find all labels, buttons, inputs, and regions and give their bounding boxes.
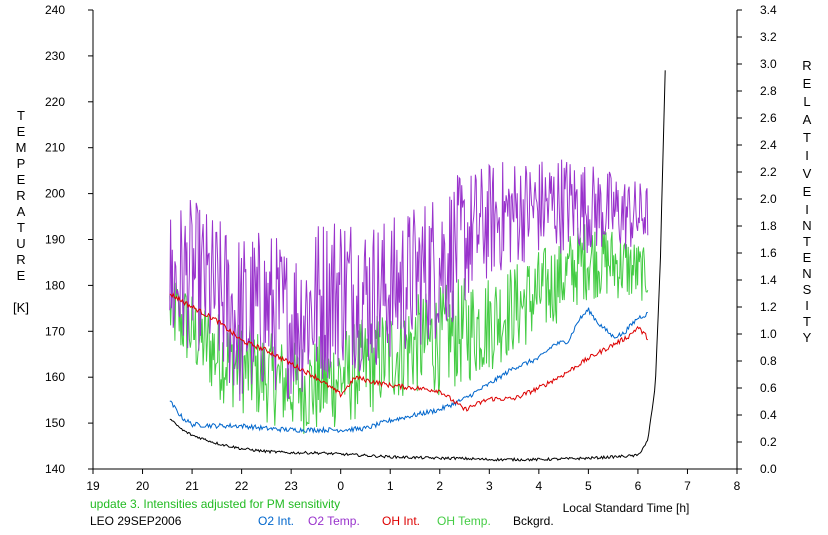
series-line-bckgrd [169,70,666,462]
x-tick-label: 20 [136,479,150,493]
right-axis-label-letter: T [803,234,811,249]
series-lines [169,70,666,462]
right-y-tick-label: 1.2 [760,300,777,314]
right-axis-label-letter: I [805,298,809,313]
x-tick-label: 21 [185,479,199,493]
left-y-tick-label: 160 [45,370,65,384]
x-tick-label: 5 [585,479,592,493]
left-axis-unit: [K] [13,300,29,315]
right-y-tick-label: 0.6 [760,381,777,395]
right-axis-label-letter: L [803,94,810,109]
left-axis-label-letter: T [17,108,25,123]
right-axis-label-letter: S [803,282,812,297]
left-axis-label-letter: E [17,124,26,139]
right-y-tick-label: 3.4 [760,3,777,17]
legend-entry: Bckgrd. [513,514,554,528]
right-y-tick-label: 0.2 [760,435,777,449]
left-axis-label-letter: E [17,172,26,187]
legend-entry: OH Int. [382,514,420,528]
right-axis-label-letter: V [803,166,812,181]
legend-entry: O2 Temp. [308,514,360,528]
x-tick-label: 4 [536,479,543,493]
x-tick-label: 19 [86,479,100,493]
left-y-tick-label: 210 [45,141,65,155]
left-y-axis-ticks: 140 150 160 170 180 190 200 210 220 230 240 [45,3,93,476]
left-axis-label-letter: R [16,252,25,267]
x-axis-label: Local Standard Time [h] [563,501,690,515]
x-tick-label: 23 [284,479,298,493]
right-axis-label-letter: T [803,130,811,145]
annotation-text: update 3. Intensities adjusted for PM se… [90,497,340,511]
right-y-tick-label: 1.8 [760,219,777,233]
right-axis-label-letter: I [805,148,809,163]
right-axis-label-letter: N [802,218,811,233]
left-y-tick-label: 140 [45,462,65,476]
left-y-tick-label: 230 [45,49,65,63]
right-y-tick-label: 2.8 [760,84,777,98]
right-y-tick-label: 2.6 [760,111,777,125]
right-y-tick-label: 0.0 [760,462,777,476]
right-y-tick-label: 1.6 [760,246,777,260]
series-line-oh-int [169,292,649,412]
legend-entry: OH Temp. [437,514,491,528]
left-axis-label-letter: R [16,188,25,203]
x-tick-label: 3 [486,479,493,493]
left-axis-label-letter: P [17,156,26,171]
left-axis-label-letter: M [16,140,27,155]
right-axis-label-letter: I [805,202,809,217]
left-y-tick-label: 200 [45,187,65,201]
left-axis-label-letter: E [17,268,26,283]
x-tick-label: 8 [734,479,741,493]
right-y-tick-label: 3.0 [760,57,777,71]
left-axis-label-letter: T [17,220,25,235]
right-y-axis-ticks: 0.0 0.2 0.4 0.6 0.8 1.0 1.2 1.4 1.6 1.8 2.0 2.2 2.4 2… [737,3,777,476]
series-line-o2-int [169,307,648,434]
right-axis-label-letter: E [803,250,812,265]
right-y-tick-label: 1.4 [760,273,777,287]
right-axis-label-letter: R [802,58,811,73]
left-y-tick-label: 220 [45,95,65,109]
left-axis-label-letter: U [16,236,25,251]
left-y-tick-label: 180 [45,278,65,292]
x-tick-label: 7 [684,479,691,493]
right-y-tick-label: 2.2 [760,165,777,179]
x-tick-label: 22 [235,479,249,493]
right-axis-label-letter: T [803,314,811,329]
x-tick-label: 1 [387,479,394,493]
right-axis-label-letter: A [803,112,812,127]
right-axis-label-letter: Y [803,330,812,345]
x-tick-label: 2 [436,479,443,493]
right-y-tick-label: 1.0 [760,327,777,341]
x-tick-label: 6 [635,479,642,493]
x-tick-label: 0 [337,479,344,493]
x-axis-ticks: 19 20 21 22 23 0 1 2 3 4 5 6 7 8 [86,469,741,493]
left-y-tick-label: 170 [45,324,65,338]
left-y-tick-label: 150 [45,416,65,430]
legend: O2 Int. O2 Temp. OH Int. OH Temp. Bckgrd. [258,514,554,528]
right-y-tick-label: 2.4 [760,138,777,152]
series-line-o2-temp [169,159,649,401]
station-label: LEO 29SEP2006 [90,514,182,528]
left-y-tick-label: 240 [45,3,65,17]
right-y-tick-label: 2.0 [760,192,777,206]
legend-entry: O2 Int. [258,514,294,528]
right-axis-label-letter: E [803,184,812,199]
right-y-tick-label: 0.8 [760,354,777,368]
right-y-tick-label: 0.4 [760,408,777,422]
left-y-tick-label: 190 [45,233,65,247]
right-axis-label-letter: N [802,266,811,281]
right-y-tick-label: 3.2 [760,30,777,44]
right-axis-label-letter: E [803,76,812,91]
left-axis-label-letter: A [17,204,26,219]
